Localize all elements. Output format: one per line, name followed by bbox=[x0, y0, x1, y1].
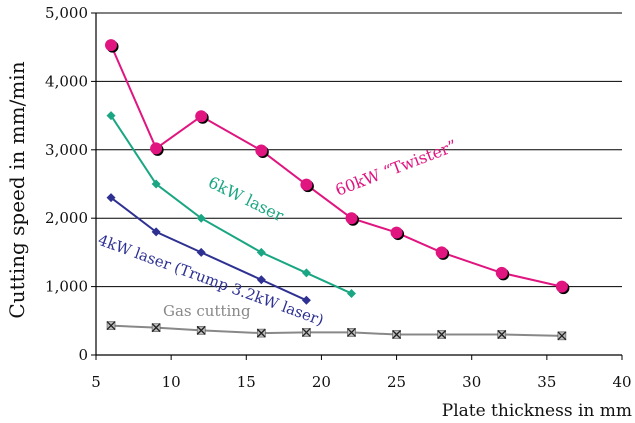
data-point-cross bbox=[437, 330, 447, 339]
data-point bbox=[495, 266, 508, 279]
data-point-cross bbox=[301, 327, 311, 337]
data-point bbox=[346, 288, 356, 298]
x-tick-label: 25 bbox=[387, 373, 406, 391]
data-point bbox=[196, 213, 206, 223]
data-point bbox=[106, 193, 116, 203]
series-line-1 bbox=[110, 115, 352, 295]
series-label-1: 6kW laser bbox=[205, 173, 287, 226]
data-point bbox=[256, 275, 266, 285]
data-point-cross bbox=[347, 327, 356, 337]
data-point-cross bbox=[106, 321, 116, 331]
data-point bbox=[390, 226, 403, 239]
x-tick-label: 35 bbox=[537, 373, 556, 391]
y-axis-label: Cutting speed in mm/min bbox=[5, 61, 29, 318]
data-point bbox=[345, 212, 358, 225]
x-tick-label: 15 bbox=[237, 373, 256, 391]
y-tick-label: 4,000 bbox=[45, 72, 88, 90]
data-point bbox=[435, 246, 448, 259]
x-axis-label: Plate thickness in mm bbox=[442, 401, 632, 421]
data-point bbox=[300, 178, 313, 191]
data-point-cross bbox=[392, 330, 402, 339]
x-tick-label: 40 bbox=[612, 373, 631, 391]
data-point-cross bbox=[196, 325, 206, 335]
data-point bbox=[150, 142, 163, 155]
data-point bbox=[106, 111, 116, 121]
y-tick-label: 3,000 bbox=[45, 141, 88, 159]
y-tick-label: 0 bbox=[78, 346, 88, 364]
data-point bbox=[301, 268, 311, 278]
data-point bbox=[105, 39, 118, 52]
data-point bbox=[555, 280, 568, 293]
tick-labels: 0 1,000 2,000 3,000 4,000 5,000 5 10 15 20 25 30 35 4… bbox=[45, 4, 632, 391]
x-tick-label: 20 bbox=[312, 373, 331, 391]
y-tick-label: 2,000 bbox=[45, 209, 88, 227]
x-tick-label: 10 bbox=[162, 373, 181, 391]
series-markers bbox=[105, 39, 570, 341]
data-point bbox=[151, 179, 161, 189]
y-tick-label: 5,000 bbox=[45, 4, 88, 22]
data-point bbox=[256, 247, 266, 257]
series-label-0: 60kW “Twister” bbox=[333, 136, 460, 200]
series-line-0 bbox=[110, 44, 563, 288]
data-point-cross bbox=[557, 331, 567, 341]
data-point bbox=[301, 295, 311, 305]
series-line-3 bbox=[110, 324, 562, 337]
series-label-3: Gas cutting bbox=[163, 302, 251, 320]
data-point-cross bbox=[151, 323, 161, 333]
data-point bbox=[196, 247, 206, 257]
x-tick-label: 5 bbox=[91, 373, 101, 391]
data-point-cross bbox=[497, 330, 507, 339]
x-tick-label: 30 bbox=[462, 373, 481, 391]
y-tick-label: 1,000 bbox=[45, 278, 88, 296]
data-point bbox=[151, 227, 161, 237]
data-point-cross bbox=[256, 328, 266, 338]
data-point bbox=[195, 110, 208, 123]
grid-lines bbox=[96, 12, 622, 288]
axes bbox=[91, 12, 623, 360]
series-lines bbox=[110, 44, 563, 337]
data-point bbox=[255, 144, 268, 157]
